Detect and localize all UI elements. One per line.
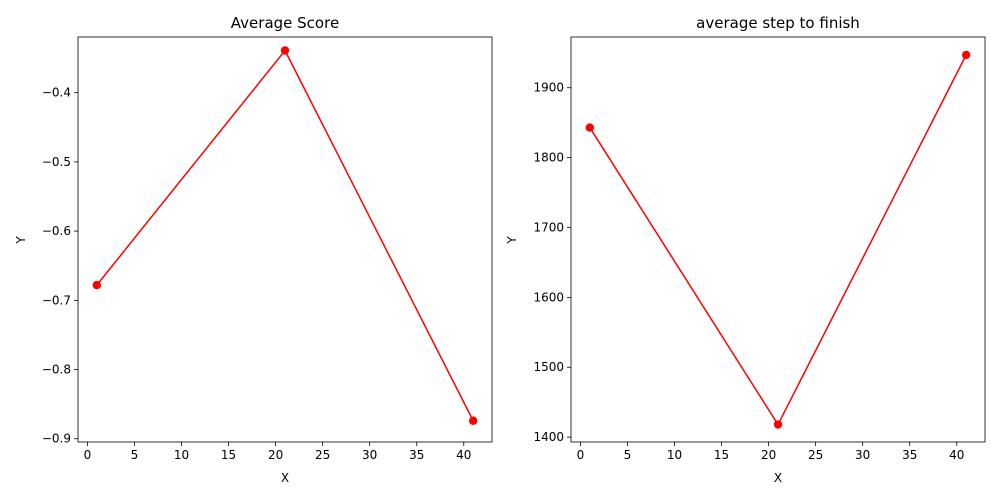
data-point — [585, 123, 595, 132]
y-axis-label: Y — [505, 236, 519, 245]
x-tick-label: 40 — [456, 448, 471, 462]
data-point — [773, 420, 783, 429]
x-axis-ticks: 0 5 10 15 20 25 30 35 40 — [84, 442, 471, 462]
x-tick-label: 40 — [949, 448, 964, 462]
x-axis-ticks: 0 5 10 15 20 25 30 35 40 — [577, 442, 964, 462]
chart-title: Average Score — [231, 14, 339, 32]
y-tick-label: 1800 — [533, 151, 564, 165]
y-tick-label: 1700 — [533, 220, 564, 234]
y-axis-ticks: 1400 1500 1600 1700 1800 1900 — [533, 81, 571, 444]
y-tick-label: −0.6 — [42, 224, 71, 238]
y-axis-ticks: −0.9 −0.8 −0.7 −0.6 −0.5 −0.4 — [42, 86, 78, 446]
x-tick-label: 15 — [714, 448, 729, 462]
x-tick-label: 5 — [131, 448, 139, 462]
x-tick-label: 10 — [667, 448, 682, 462]
x-tick-label: 30 — [362, 448, 377, 462]
y-axis-label: Y — [14, 236, 28, 245]
x-tick-label: 15 — [221, 448, 236, 462]
data-point — [961, 50, 971, 60]
series-marks — [585, 50, 971, 429]
x-tick-label: 35 — [409, 448, 424, 462]
chart-average-score: Average Score 0 5 10 15 20 25 30 35 40 −0.9−0.8−… — [14, 14, 493, 485]
x-tick-label: 10 — [174, 448, 189, 462]
y-tick-label: 1500 — [533, 360, 564, 374]
x-tick-label: 25 — [808, 448, 823, 462]
data-point — [280, 46, 290, 55]
chart-average-step-to-finish: average step to finish 0 5 10 15 20 25 30 35 40 … — [505, 14, 986, 485]
data-point — [92, 280, 102, 290]
x-tick-label: 20 — [761, 448, 776, 462]
y-tick-label: 1900 — [533, 81, 564, 95]
y-tick-label: −0.5 — [42, 155, 71, 169]
x-tick-label: 30 — [855, 448, 870, 462]
y-tick-label: 1400 — [533, 430, 564, 444]
x-tick-label: 0 — [84, 448, 92, 462]
x-tick-label: 5 — [624, 448, 632, 462]
x-tick-label: 0 — [577, 448, 585, 462]
data-point — [468, 416, 478, 425]
series-marks — [92, 46, 478, 425]
chart-title: average step to finish — [696, 14, 860, 32]
x-axis-label: X — [281, 471, 289, 485]
x-tick-label: 35 — [902, 448, 917, 462]
x-axis-label: X — [774, 471, 782, 485]
x-tick-label: 20 — [268, 448, 283, 462]
y-tick-label: −0.7 — [42, 293, 71, 307]
plot-frame — [77, 36, 493, 443]
plot-frame — [570, 36, 986, 443]
x-tick-label: 25 — [315, 448, 330, 462]
y-tick-label: −0.4 — [42, 86, 71, 100]
y-tick-label: 1600 — [533, 290, 564, 304]
y-tick-label: −0.8 — [42, 363, 71, 377]
y-tick-label: −0.9 — [42, 432, 71, 446]
